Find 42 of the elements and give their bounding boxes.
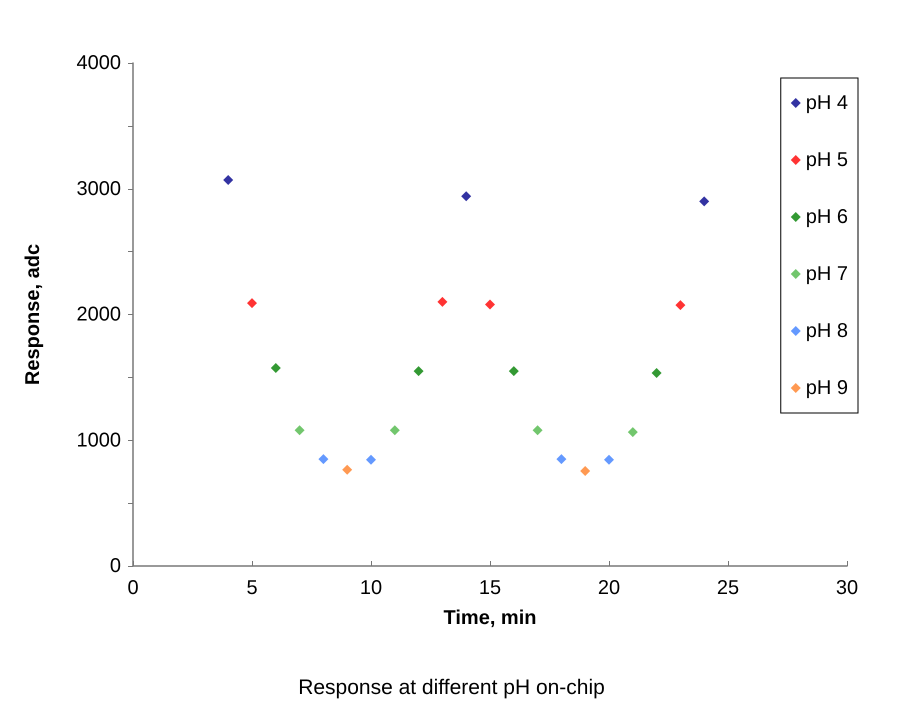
y-tick-label: 0 [110,555,121,577]
x-tick-label: 0 [127,577,139,599]
point [699,196,710,206]
x-axis-title: Time, min [444,607,536,629]
point [580,466,590,476]
y-tick-label: 4000 [76,52,121,74]
y-axis-title: Response, adc [22,244,44,386]
legend-label: pH 4 [806,92,848,114]
point [675,300,686,310]
x-tick-label: 15 [478,577,502,599]
point [461,191,472,202]
legend-label: pH 8 [806,320,848,342]
point [556,454,566,464]
x-tick-label: 20 [598,577,620,599]
point [342,464,352,475]
point [390,425,400,436]
legend-label: pH 9 [806,377,848,399]
point [223,174,234,185]
x-tick-label: 10 [360,577,382,599]
x-tick-label: 5 [246,577,258,599]
point [318,454,328,464]
point [508,366,519,376]
legend-label: pH 5 [806,149,848,171]
legend-label: pH 6 [806,206,848,228]
point [247,298,257,308]
y-tick-label: 2000 [76,304,121,326]
x-tick-label: 25 [716,577,740,599]
point [628,427,638,438]
legend-label: pH 7 [806,263,848,285]
point [652,368,662,378]
point [604,454,614,465]
point [270,362,281,373]
y-tick-label: 3000 [76,178,121,200]
point [366,454,376,465]
point [414,366,424,376]
point [437,296,448,307]
y-tick-label: 1000 [76,429,121,452]
x-tick-label: 30 [836,577,858,599]
point [532,425,543,436]
text: Response at different pH on-chip [298,676,605,699]
point [294,425,305,436]
point [485,299,495,310]
